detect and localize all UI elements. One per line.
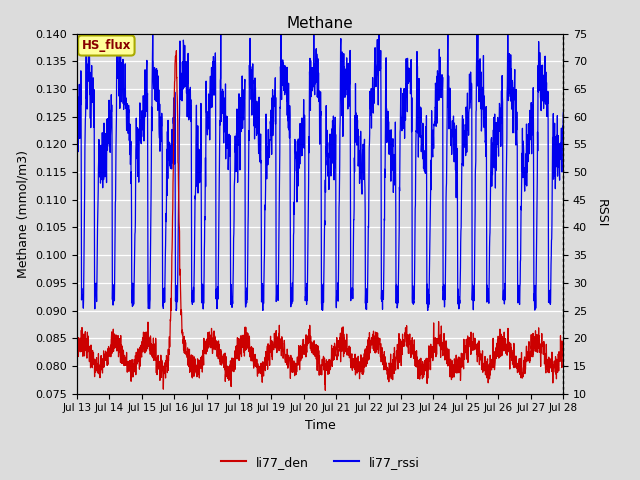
Text: HS_flux: HS_flux: [82, 39, 131, 52]
Y-axis label: Methane (mmol/m3): Methane (mmol/m3): [17, 150, 30, 277]
Y-axis label: RSSI: RSSI: [595, 199, 608, 228]
Title: Methane: Methane: [287, 16, 353, 31]
Legend: li77_den, li77_rssi: li77_den, li77_rssi: [216, 451, 424, 474]
X-axis label: Time: Time: [305, 419, 335, 432]
